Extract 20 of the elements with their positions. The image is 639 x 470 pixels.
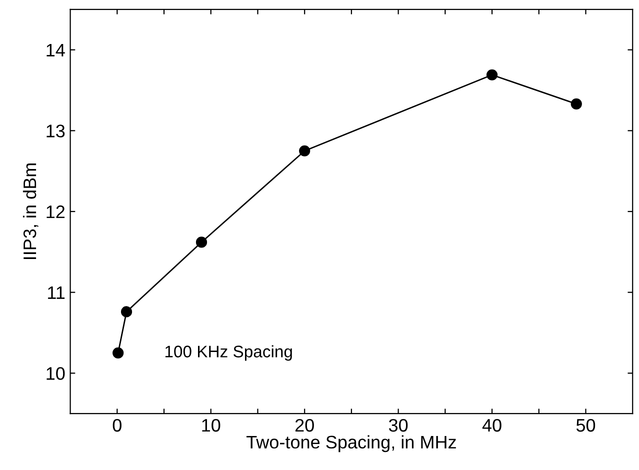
point [299,145,310,156]
point [112,347,124,359]
x-tick-label: 20 [295,418,314,432]
x-tick-label: 30 [388,418,408,432]
y-tick-label: 12 [46,205,65,218]
x-tick-label: 50 [576,418,596,432]
x-tick-label: 0 [112,418,122,432]
y-tick-label: 11 [48,286,65,299]
y-tick-label: 14 [46,44,65,56]
x-tick-label: 10 [202,418,220,432]
x-axis-title: Two-tone Spacing, in MHz [246,435,456,452]
point [486,69,498,80]
y-tick-label: 13 [46,124,65,138]
x-tick-label: 40 [482,418,502,432]
y-tick-label: 10 [46,367,65,380]
point [570,98,582,110]
y-axis-title: IIP3, in dBm [22,164,38,260]
point [120,306,132,318]
point [196,236,208,248]
annotation: 100 KHz Spacing [165,345,292,361]
